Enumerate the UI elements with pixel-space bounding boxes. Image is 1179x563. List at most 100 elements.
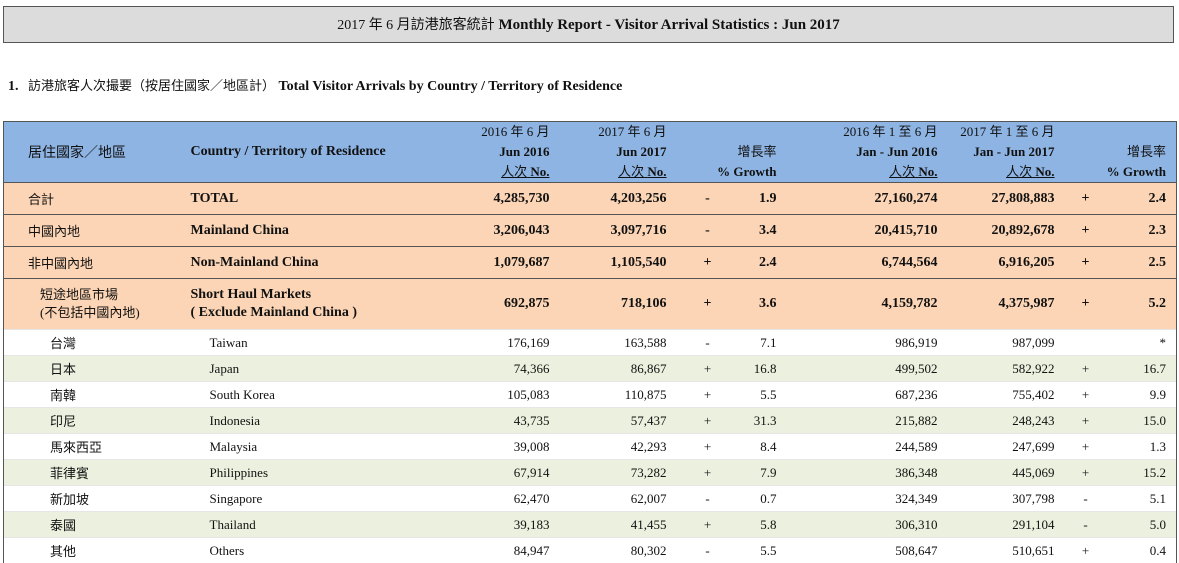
ytd-growth-value: 5.1 [1107, 486, 1177, 512]
ytd2017-value: 582,922 [948, 356, 1065, 382]
ytd2017-value: 307,798 [948, 486, 1065, 512]
row-name-en: Singapore [181, 486, 446, 512]
ytd2017-value: 987,099 [948, 330, 1065, 356]
ytd-growth-sign: + [1065, 382, 1107, 408]
ytd2016-value: 499,502 [787, 356, 948, 382]
jun2017-value: 80,302 [560, 538, 677, 563]
growth-sign: + [677, 247, 739, 279]
growth-sign: + [677, 279, 739, 330]
header-unit-zh: 人次 [889, 164, 915, 179]
ytd2017-value: 20,892,678 [948, 215, 1065, 247]
ytd2016-value: 687,236 [787, 382, 948, 408]
growth-value: 31.3 [739, 408, 787, 434]
summary-row: 合計 TOTAL 4,285,730 4,203,256 - 1.9 27,16… [4, 183, 1177, 215]
section-heading: 1. 訪港旅客人次撮要（按居住國家／地區計） Total Visitor Arr… [8, 75, 622, 95]
jun2016-value: 3,206,043 [446, 215, 560, 247]
growth-sign: - [677, 330, 739, 356]
ytd-growth-sign: + [1065, 247, 1107, 279]
ytd-growth-sign: + [1065, 183, 1107, 215]
header-unit-en: No. [530, 164, 549, 179]
growth-sign: - [677, 215, 739, 247]
row-name-en: Malaysia [181, 434, 446, 460]
ytd2016-value: 215,882 [787, 408, 948, 434]
ytd2017-value: 6,916,205 [948, 247, 1065, 279]
jun2016-value: 176,169 [446, 330, 560, 356]
jun2017-value: 42,293 [560, 434, 677, 460]
jun2017-value: 110,875 [560, 382, 677, 408]
ytd2017-value: 4,375,987 [948, 279, 1065, 330]
row-name-zh: 其他 [4, 538, 181, 563]
row-name-en: Others [181, 538, 446, 563]
visitor-arrivals-table: 居住國家／地區 Country / Territory of Residence… [3, 121, 1177, 563]
report-title-en: Monthly Report - Visitor Arrival Statist… [498, 17, 839, 33]
header-jun2017: 2017 年 6 月 Jun 2017 人次 No. [560, 122, 677, 183]
ytd2017-value: 247,699 [948, 434, 1065, 460]
ytd2016-value: 27,160,274 [787, 183, 948, 215]
ytd2016-value: 324,349 [787, 486, 948, 512]
row-name-en: Non-Mainland China [181, 247, 446, 279]
header-ytd2017: 2017 年 1 至 6 月 Jan - Jun 2017 人次 No. [948, 122, 1065, 183]
section-title-zh: 訪港旅客人次撮要（按居住國家／地區計） [28, 78, 275, 93]
jun2017-value: 62,007 [560, 486, 677, 512]
row-name-en: Thailand [181, 512, 446, 538]
row-name-zh: 新加坡 [4, 486, 181, 512]
header-ytd2016-en: Jan - Jun 2016 [787, 142, 938, 162]
jun2016-value: 43,735 [446, 408, 560, 434]
growth-sign: + [677, 356, 739, 382]
ytd-growth-value: 5.2 [1107, 279, 1177, 330]
row-name-zh: 合計 [4, 183, 181, 215]
ytd-growth-sign: + [1065, 215, 1107, 247]
header-jun2016-zh: 2016 年 6 月 [446, 122, 550, 142]
growth-value: 8.4 [739, 434, 787, 460]
row-name-en: Japan [181, 356, 446, 382]
jun2016-value: 39,008 [446, 434, 560, 460]
ytd-growth-value: 0.4 [1107, 538, 1177, 563]
header-ytd2016: 2016 年 1 至 6 月 Jan - Jun 2016 人次 No. [787, 122, 948, 183]
growth-value: 7.1 [739, 330, 787, 356]
ytd2016-value: 6,744,564 [787, 247, 948, 279]
report-title: 2017 年 6 月訪港旅客統計 Monthly Report - Visito… [3, 6, 1174, 43]
ytd-growth-sign: - [1065, 512, 1107, 538]
growth-value: 0.7 [739, 486, 787, 512]
ytd-growth-value: 15.0 [1107, 408, 1177, 434]
header-growth-zh: 增長率 [677, 142, 777, 162]
header-growth-zh: 增長率 [1065, 142, 1167, 162]
ytd2016-value: 20,415,710 [787, 215, 948, 247]
jun2017-value: 73,282 [560, 460, 677, 486]
row-name-zh: 馬來西亞 [4, 434, 181, 460]
summary-row: 中國內地 Mainland China 3,206,043 3,097,716 … [4, 215, 1177, 247]
short-haul-en-line2: ( Exclude Mainland China ) [191, 304, 446, 322]
ytd2017-value: 248,243 [948, 408, 1065, 434]
header-unit-zh: 人次 [1006, 164, 1032, 179]
growth-value: 3.4 [739, 215, 787, 247]
ytd-growth-sign: + [1065, 460, 1107, 486]
summary-row: 非中國內地 Non-Mainland China 1,079,687 1,105… [4, 247, 1177, 279]
section-title-en: Total Visitor Arrivals by Country / Terr… [279, 79, 623, 94]
header-growth-ytd: 增長率 % Growth [1065, 122, 1177, 183]
jun2016-value: 105,083 [446, 382, 560, 408]
jun2017-value: 718,106 [560, 279, 677, 330]
header-jun2017-en: Jun 2017 [560, 142, 667, 162]
ytd-growth-value: 5.0 [1107, 512, 1177, 538]
ytd2017-value: 27,808,883 [948, 183, 1065, 215]
ytd-growth-sign: + [1065, 408, 1107, 434]
growth-value: 2.4 [739, 247, 787, 279]
row-name-zh: 泰國 [4, 512, 181, 538]
jun2017-value: 3,097,716 [560, 215, 677, 247]
ytd2016-value: 4,159,782 [787, 279, 948, 330]
short-haul-zh-line2: (不包括中國內地) [40, 304, 181, 322]
header-country-zh: 居住國家／地區 [4, 122, 181, 183]
ytd-growth-sign [1065, 330, 1107, 356]
jun2016-value: 84,947 [446, 538, 560, 563]
row-name-zh: 非中國內地 [4, 247, 181, 279]
growth-value: 5.5 [739, 382, 787, 408]
header-jun2016: 2016 年 6 月 Jun 2016 人次 No. [446, 122, 560, 183]
ytd-growth-value: 9.9 [1107, 382, 1177, 408]
row-name-en: Taiwan [181, 330, 446, 356]
header-ytd2016-zh: 2016 年 1 至 6 月 [787, 122, 938, 142]
